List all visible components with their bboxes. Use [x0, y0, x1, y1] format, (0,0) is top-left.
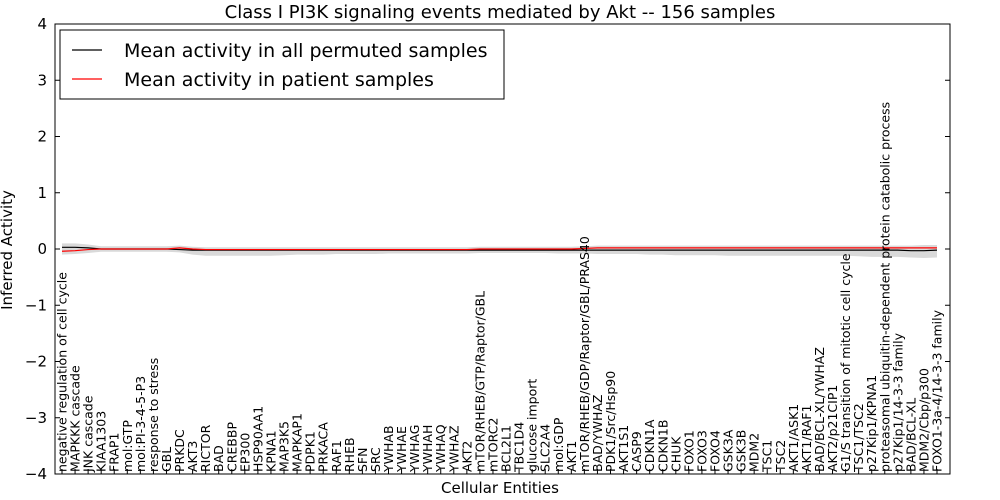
category-label: BAD/BCL-XL	[903, 398, 918, 472]
category-label: TSC1	[760, 440, 775, 473]
category-label: KPNA1	[263, 430, 278, 472]
x-axis	[61, 469, 938, 474]
category-label: PRKDC	[172, 429, 187, 472]
category-label: p27Kip1/KPNA1	[864, 375, 879, 472]
legend: Mean activity in all permuted samples Me…	[59, 29, 505, 100]
category-label: FOXO1-3a-4/14-3-3 family	[930, 309, 945, 472]
category-label: HSP90AA1	[250, 406, 265, 472]
chart-title: Class I PI3K signaling events mediated b…	[225, 2, 776, 23]
y-tick-label: 1	[37, 184, 47, 202]
category-label: FRAP1	[107, 433, 122, 472]
category-label: BAD/YWHAZ	[590, 395, 605, 472]
category-label: negative regulation of cell cycle	[55, 272, 70, 472]
category-label: YWHAH	[420, 425, 435, 473]
category-label: BAD	[211, 445, 226, 472]
category-label: CDKN1A	[642, 419, 657, 472]
category-label: AKT2/p21CIP1	[825, 385, 840, 472]
legend-box	[59, 29, 505, 100]
category-label: CREBBP	[224, 422, 239, 472]
category-label: BCL2L1	[499, 425, 514, 472]
category-label: mTORC2	[485, 418, 500, 472]
category-label: YWHAE	[394, 426, 409, 473]
category-label: TBC1D4	[512, 422, 527, 473]
y-axis-label: Inferred Activity	[0, 190, 16, 310]
category-label: FOXO3	[694, 430, 709, 472]
category-label: CDKN1B	[655, 420, 670, 472]
y-tick-label: −4	[25, 465, 47, 483]
category-label: RHEB	[342, 437, 357, 472]
y-tick-label: 3	[37, 71, 47, 89]
category-label: FOXO1	[681, 430, 696, 472]
category-label: PDK1/Src/Hsp90	[603, 371, 618, 472]
category-label: YWHAQ	[433, 424, 448, 473]
category-label: MDM2	[747, 433, 762, 472]
legend-label-permuted: Mean activity in all permuted samples	[124, 40, 487, 62]
category-label: JNK cascade	[81, 395, 96, 473]
category-label: AKT1S1	[616, 425, 631, 472]
category-label: MDM2/Cbp/p300	[916, 368, 931, 472]
category-label: FOXO4	[707, 430, 722, 472]
category-label: mTOR/RHEB/GDP/Raptor/GBL/PRAS40	[577, 236, 592, 472]
category-label: glucose import	[525, 379, 540, 472]
y-axis: 4 3 2 1 0 −1 −2 −3 −4	[25, 15, 950, 483]
category-label: AKT2	[459, 441, 474, 472]
y-tick-label: 4	[37, 15, 47, 33]
category-label: GSK3B	[734, 430, 749, 472]
category-label: PRKACA	[316, 422, 331, 472]
category-label: BAD/BCL-XL/YWHAZ	[812, 347, 827, 472]
category-label: AKT3	[185, 441, 200, 472]
y-tick-label: −1	[25, 296, 47, 314]
category-label: AKT1/ASK1	[786, 404, 801, 472]
category-label: EP300	[237, 433, 252, 472]
category-label: mol:PI-3-4-5-P3	[133, 376, 148, 472]
y-tick-label: 2	[37, 128, 47, 146]
category-label: TSC1/TSC2	[851, 403, 866, 473]
category-label: GSK3A	[721, 429, 736, 472]
y-tick-label: −2	[25, 353, 47, 371]
series-lines-layer	[61, 246, 938, 252]
category-label: YWHAG	[407, 425, 422, 473]
category-label: AKT1	[564, 441, 579, 472]
category-label: GBL	[159, 447, 174, 472]
patient-mean-line	[61, 247, 937, 252]
category-label: SFN	[355, 448, 370, 472]
category-label: mol:GDP	[551, 417, 566, 472]
category-label: proteasomal ubiquitin-dependent protein …	[877, 102, 892, 472]
x-axis-label: Cellular Entities	[441, 479, 559, 497]
category-label: YWHAB	[381, 425, 396, 473]
category-label: MAPKAP1	[290, 413, 305, 472]
category-label: TSC2	[773, 440, 788, 473]
category-label: MAPKKK cascade	[68, 365, 83, 472]
category-label: KIAA1303	[94, 411, 109, 472]
category-label: response to stress	[146, 358, 161, 472]
y-tick-label: −3	[25, 409, 47, 427]
category-label: SLC2A4	[538, 424, 553, 472]
category-label: YWHAZ	[446, 425, 461, 473]
y-tick-label: 0	[37, 240, 47, 258]
category-labels: negative regulation of cell cycleMAPKKK …	[55, 102, 945, 473]
category-label: mTOR/RHEB/GTP/Raptor/GBL	[472, 291, 487, 472]
category-label: G1/S transition of mitotic cell cycle	[838, 253, 853, 472]
category-label: RICTOR	[198, 424, 213, 472]
category-label: mol:GTP	[120, 420, 135, 472]
category-label: p27Kip1/14-3-3 family	[890, 332, 905, 472]
category-label: AKT1/RAF1	[799, 405, 814, 472]
legend-label-patient: Mean activity in patient samples	[124, 69, 434, 91]
category-label: CHUK	[668, 436, 683, 472]
category-label: CASP9	[629, 431, 644, 472]
category-label: RAF1	[329, 440, 344, 472]
category-label: PDPK1	[303, 431, 318, 472]
category-label: SRC	[368, 447, 383, 472]
category-label: MAP3K5	[277, 421, 292, 472]
